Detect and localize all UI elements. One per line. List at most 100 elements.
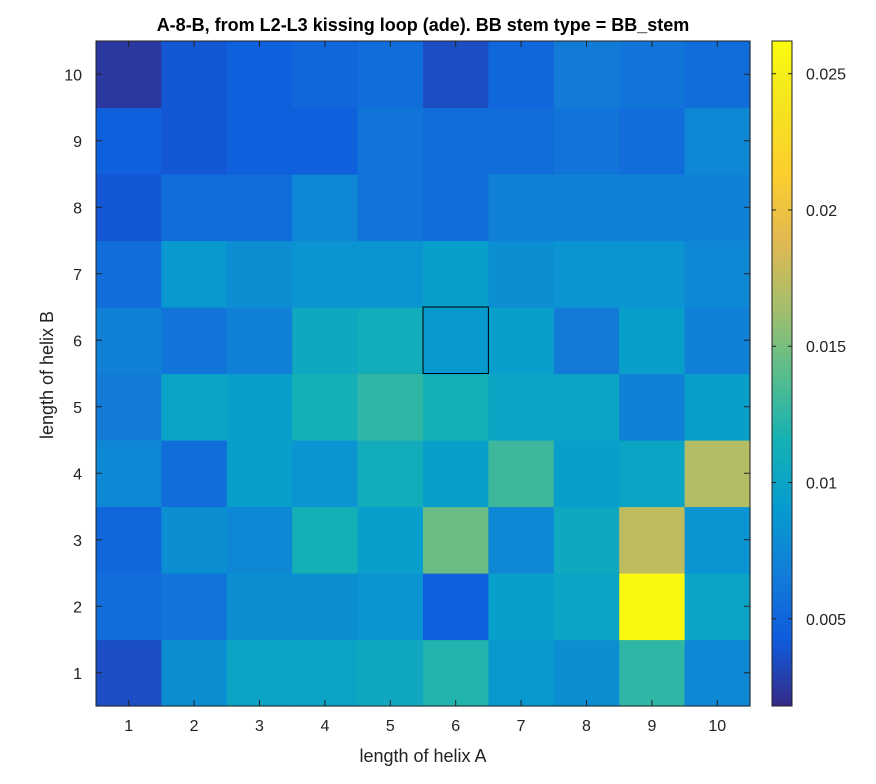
heatmap-cell-1-4 [96,440,162,508]
y-tick-label: 7 [73,267,82,284]
heatmap-cell-7-7 [488,240,555,308]
heatmap-cell-9-4 [619,440,686,508]
heatmap-cell-6-1 [423,639,489,707]
heatmap-cell-7-9 [488,107,555,175]
heatmap-cell-4-6 [292,307,359,375]
heatmap-cell-5-2 [357,573,424,641]
y-tick-label: 9 [73,134,82,151]
heatmap-cell-7-1 [488,639,555,707]
heatmap-cell-2-7 [161,240,228,308]
heatmap-cell-8-8 [553,174,620,242]
heatmap-cell-4-9 [292,107,359,175]
heatmap-cell-2-2 [161,573,228,641]
y-tick-label: 5 [73,400,82,417]
heatmap-cell-1-2 [96,573,162,641]
colorbar-tick-label: 0.025 [806,67,846,84]
heatmap-cell-10-3 [684,506,751,574]
heatmap-cell-10-8 [684,174,751,242]
heatmap-cell-2-9 [161,107,228,175]
heatmap-cell-1-5 [96,373,162,441]
heatmap-cells [96,41,751,707]
y-axis-ticks: 1 2 3 4 5 6 7 8 9 10 [64,67,750,683]
heatmap-cell-6-3 [423,506,489,574]
colorbar-gradient [771,40,793,707]
x-tick-label: 3 [255,718,264,735]
colorbar-tick-label: 0.02 [806,203,837,220]
heatmap-cell-1-6 [96,307,162,375]
x-tick-label: 8 [582,718,591,735]
heatmap-cell-6-8 [423,174,489,242]
x-axis-label: length of helix A [359,746,486,766]
heatmap-cell-9-2 [619,573,686,641]
heatmap-cell-5-1 [357,639,424,707]
heatmap-cell-5-4 [357,440,424,508]
heatmap-cell-5-6 [357,307,424,375]
heatmap-cell-5-10 [357,41,424,109]
heatmap-cell-7-10 [488,41,555,109]
heatmap-cell-6-7 [423,240,489,308]
heatmap-cell-3-10 [226,41,293,109]
heatmap-cell-2-6 [161,307,228,375]
y-tick-label: 6 [73,333,82,350]
heatmap-cell-7-8 [488,174,555,242]
x-tick-label: 10 [708,718,726,735]
heatmap-cell-6-2 [423,573,489,641]
y-tick-label: 10 [64,67,82,84]
heatmap-cell-8-1 [553,639,620,707]
heatmap-cell-3-6 [226,307,293,375]
heatmap-cell-2-1 [161,639,228,707]
heatmap-cell-1-8 [96,174,162,242]
heatmap-cell-9-8 [619,174,686,242]
colorbar-tick-label: 0.005 [806,612,846,629]
heatmap-cell-3-5 [226,373,293,441]
y-tick-label: 3 [73,533,82,550]
highlighted-cell-outline [422,306,489,374]
heatmap-cell-8-6 [553,307,620,375]
x-axis-ticks: 1 2 3 4 5 6 7 8 9 10 [124,41,726,735]
heatmap-cell-7-4 [488,440,555,508]
x-tick-label: 6 [451,718,460,735]
x-tick-label: 2 [190,718,199,735]
heatmap-cell-7-6 [488,307,555,375]
heatmap-cell-3-3 [226,506,293,574]
heatmap-cell-9-7 [619,240,686,308]
y-tick-label: 1 [73,666,82,683]
colorbar: 0.005 0.01 0.015 0.02 0.025 [771,40,846,707]
x-tick-label: 9 [647,718,656,735]
heatmap-cell-10-7 [684,240,751,308]
heatmap-cell-9-5 [619,373,686,441]
x-tick-label: 5 [386,718,395,735]
heatmap-cell-4-7 [292,240,359,308]
y-tick-label: 4 [73,466,82,483]
heatmap-cell-5-5 [357,373,424,441]
heatmap-cell-3-2 [226,573,293,641]
x-tick-label: 4 [320,718,329,735]
heatmap-cell-2-10 [161,41,228,109]
heatmap-cell-1-9 [96,107,162,175]
heatmap-cell-4-3 [292,506,359,574]
heatmap-cell-2-8 [161,174,228,242]
heatmap-cell-8-2 [553,573,620,641]
heatmap-cell-3-9 [226,107,293,175]
colorbar-tick-label: 0.01 [806,476,837,493]
heatmap-cell-3-1 [226,639,293,707]
heatmap-cell-9-1 [619,639,686,707]
heatmap-cell-8-4 [553,440,620,508]
heatmap-cell-1-1 [96,639,162,707]
heatmap-cell-3-7 [226,240,293,308]
heatmap-cell-2-3 [161,506,228,574]
heatmap-cell-2-4 [161,440,228,508]
heatmap-cell-5-7 [357,240,424,308]
y-axis-label: length of helix B [37,311,57,439]
y-tick-label: 8 [73,200,82,217]
heatmap-cell-9-9 [619,107,686,175]
heatmap-cell-9-10 [619,41,686,109]
heatmap-cell-10-10 [684,41,751,109]
heatmap-cell-7-5 [488,373,555,441]
heatmap-cell-7-2 [488,573,555,641]
heatmap-cell-6-6 [423,307,489,375]
heatmap-cell-8-10 [553,41,620,109]
x-tick-label: 7 [517,718,526,735]
heatmap-cell-8-3 [553,506,620,574]
